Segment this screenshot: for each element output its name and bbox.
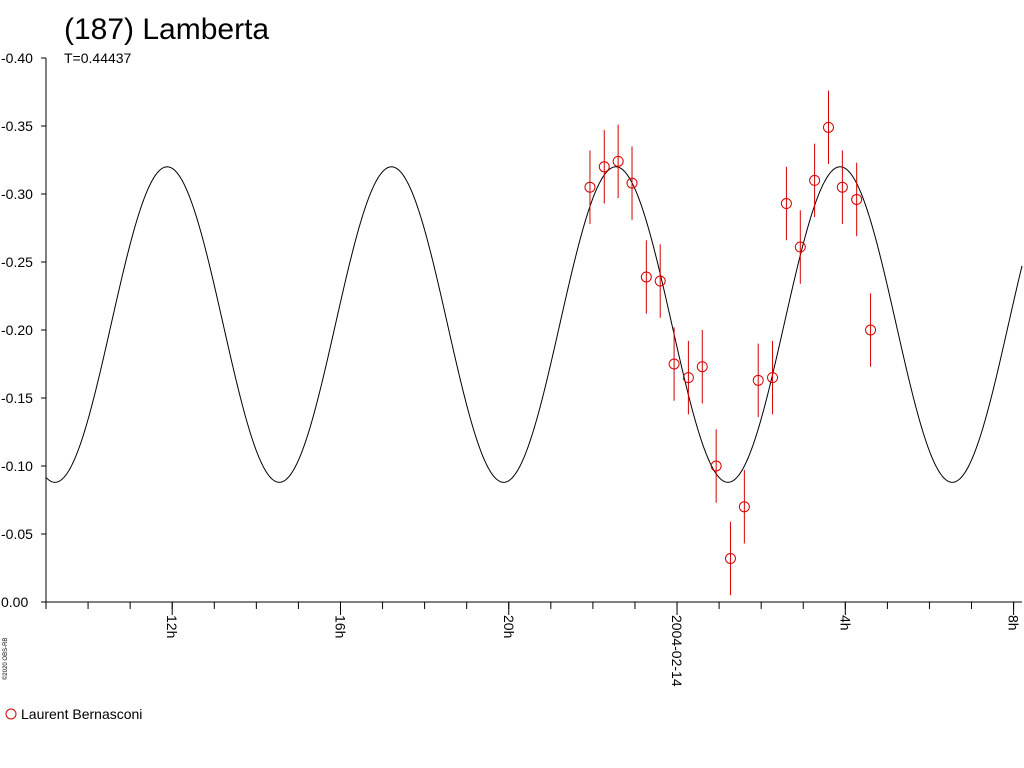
data-point — [682, 372, 694, 384]
y-axis: -0.40 -0.35 -0.30 -0.25 -0.20 -0.15 -0.10 -0.05… — [1, 50, 47, 610]
data-point — [836, 181, 848, 193]
data-point — [767, 372, 779, 384]
x-tick-label: 12h — [164, 615, 180, 638]
legend: Laurent Bernasconi — [5, 706, 142, 722]
chart-title: (187) Lamberta — [64, 13, 269, 46]
model-curve — [45, 166, 1023, 483]
legend-marker — [5, 708, 17, 720]
data-point — [626, 177, 638, 189]
y-tick-label: -0.35 — [1, 118, 33, 134]
y-tick-label: -0.10 — [1, 458, 33, 474]
x-tick-label: 16h — [332, 615, 348, 638]
data-point — [752, 374, 764, 386]
data-point — [640, 271, 652, 283]
x-tick-label: 4h — [837, 615, 853, 631]
y-tick-label: -0.40 — [1, 50, 33, 66]
data-point — [780, 198, 792, 210]
data-point — [851, 193, 863, 205]
data-point — [724, 552, 736, 564]
model-curve-layer — [45, 166, 1023, 483]
y-tick-label: -0.30 — [1, 186, 33, 202]
y-tick-label: -0.20 — [1, 322, 33, 338]
data-points-layer — [584, 90, 877, 596]
x-tick-label: 2004-02-14 — [669, 615, 685, 687]
y-tick-label: -0.25 — [1, 254, 33, 270]
data-point — [710, 460, 722, 472]
data-point — [598, 161, 610, 173]
y-tick-label: -0.05 — [1, 526, 33, 542]
x-tick-label: 8h — [1006, 615, 1022, 631]
x-tick-label: 20h — [501, 615, 517, 638]
data-point — [654, 275, 666, 287]
data-point — [822, 121, 834, 133]
y-tick-label: 0.00 — [1, 594, 28, 610]
data-point — [612, 155, 624, 167]
credit-text: ©2020 OBS-RB — [2, 638, 9, 680]
y-tick-label: -0.15 — [1, 390, 33, 406]
data-point — [794, 241, 806, 253]
data-point — [668, 358, 680, 370]
data-point — [865, 324, 877, 336]
x-axis: 12h 16h 20h 2004-02-14 4h 8h — [45, 601, 1022, 687]
data-point — [738, 501, 750, 513]
chart-subtitle: T=0.44437 — [64, 50, 132, 66]
legend-label: Laurent Bernasconi — [21, 706, 142, 722]
data-point — [584, 181, 596, 193]
data-point — [696, 361, 708, 373]
data-point — [809, 174, 821, 186]
